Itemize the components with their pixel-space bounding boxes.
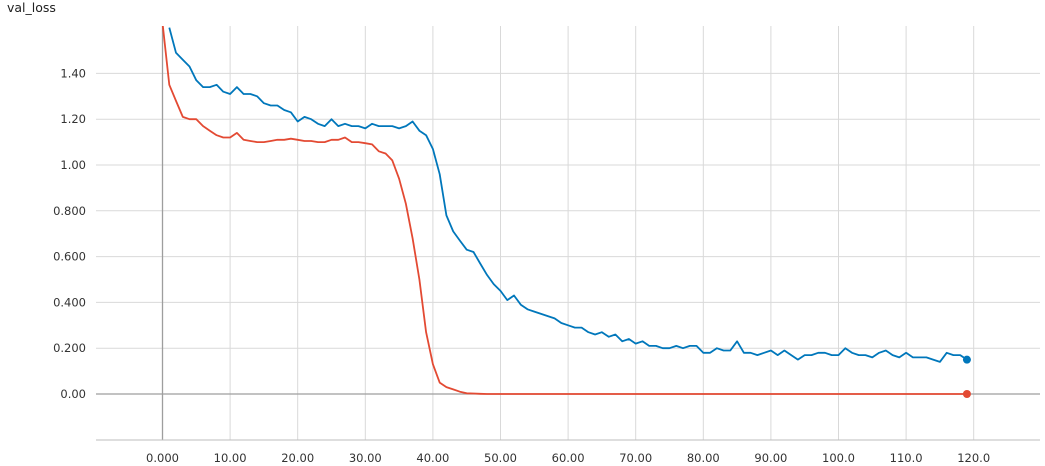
x-tick-label: 80.00 [687, 451, 720, 465]
y-tick-label: 1.40 [60, 66, 86, 80]
chart-title: val_loss [7, 0, 56, 15]
x-tick-label: 120.0 [957, 451, 990, 465]
x-tick-label: 90.00 [754, 451, 787, 465]
x-tick-label: 40.00 [416, 451, 449, 465]
series-end-marker-2 [962, 355, 971, 364]
series-end-marker-1 [962, 390, 971, 398]
y-tick-label: 0.600 [53, 250, 86, 264]
series-line-1 [161, 26, 967, 395]
x-tick-label: 30.00 [349, 451, 382, 465]
x-tick-label: 50.00 [484, 451, 517, 465]
y-tick-label: 1.00 [60, 158, 86, 172]
grid [96, 26, 1040, 440]
x-tick-label: 60.00 [552, 451, 585, 465]
series-line-2 [168, 27, 968, 363]
y-tick-label: 0.00 [60, 387, 86, 401]
y-tick-label: 1.20 [60, 112, 86, 126]
x-tick-label: 10.00 [214, 451, 247, 465]
x-tick-label: 20.00 [281, 451, 314, 465]
y-tick-label: 0.800 [53, 204, 86, 218]
x-tick-label: 70.00 [619, 451, 652, 465]
x-tick-label: 110.0 [890, 451, 923, 465]
x-tick-label: 100.0 [822, 451, 855, 465]
y-tick-label: 0.200 [53, 341, 86, 355]
y-tick-label: 0.400 [53, 295, 86, 309]
x-tick-label: 0.000 [146, 451, 179, 465]
